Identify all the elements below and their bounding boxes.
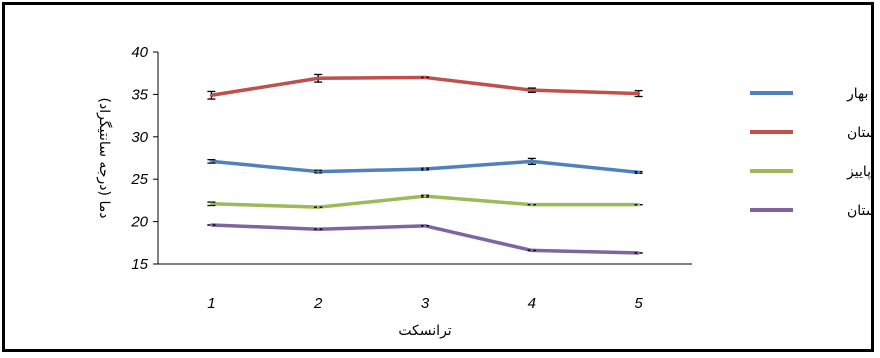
data-point (209, 202, 213, 206)
y-axis-title: دما (درجه سانتیگراد) (96, 98, 113, 219)
y-tick-label: 25 (130, 171, 148, 188)
y-tick-label: 40 (131, 44, 148, 61)
data-point (530, 203, 534, 207)
y-tick-label: 35 (131, 86, 148, 103)
data-point (316, 76, 320, 80)
data-point (530, 88, 534, 92)
series-line (211, 75, 639, 97)
x-tick-label: 5 (634, 295, 643, 312)
data-point (209, 159, 213, 163)
legend-label: بهار (846, 86, 868, 102)
x-tick-label: 3 (421, 295, 430, 312)
x-tick-label: 2 (313, 295, 323, 312)
data-point (209, 93, 213, 97)
data-point (316, 227, 320, 231)
x-tick-label: 4 (528, 295, 536, 312)
data-point (316, 205, 320, 209)
data-point (423, 167, 427, 171)
data-point (209, 223, 213, 227)
data-point (423, 194, 427, 198)
data-point (637, 170, 641, 174)
y-tick-label: 15 (131, 256, 148, 273)
data-point (423, 224, 427, 228)
series-line (211, 194, 639, 209)
y-tick-label: 30 (131, 129, 148, 146)
line-chart: 15 20 25 30 35 40 1 2 3 4 5 ترانسکت دما (درجه سانتیگ… (96, 44, 871, 339)
legend-label: تابستان (847, 125, 871, 141)
y-tick-label: 20 (130, 214, 148, 231)
chart-frame: 15 20 25 30 35 40 1 2 3 4 5 ترانسکت دما (درجه سانتیگ… (2, 2, 874, 352)
x-axis-title: ترانسکت (398, 323, 451, 339)
data-point (423, 75, 427, 79)
data-point (637, 92, 641, 96)
data-point (316, 170, 320, 174)
legend-label: زمستان (847, 203, 871, 219)
data-point (530, 248, 534, 252)
series-line (211, 223, 639, 255)
series-line (211, 159, 639, 175)
data-point (637, 251, 641, 255)
data-point (637, 203, 641, 207)
legend-label: پاییز (846, 164, 871, 180)
data-point (530, 159, 534, 163)
x-tick-label: 1 (207, 295, 215, 312)
